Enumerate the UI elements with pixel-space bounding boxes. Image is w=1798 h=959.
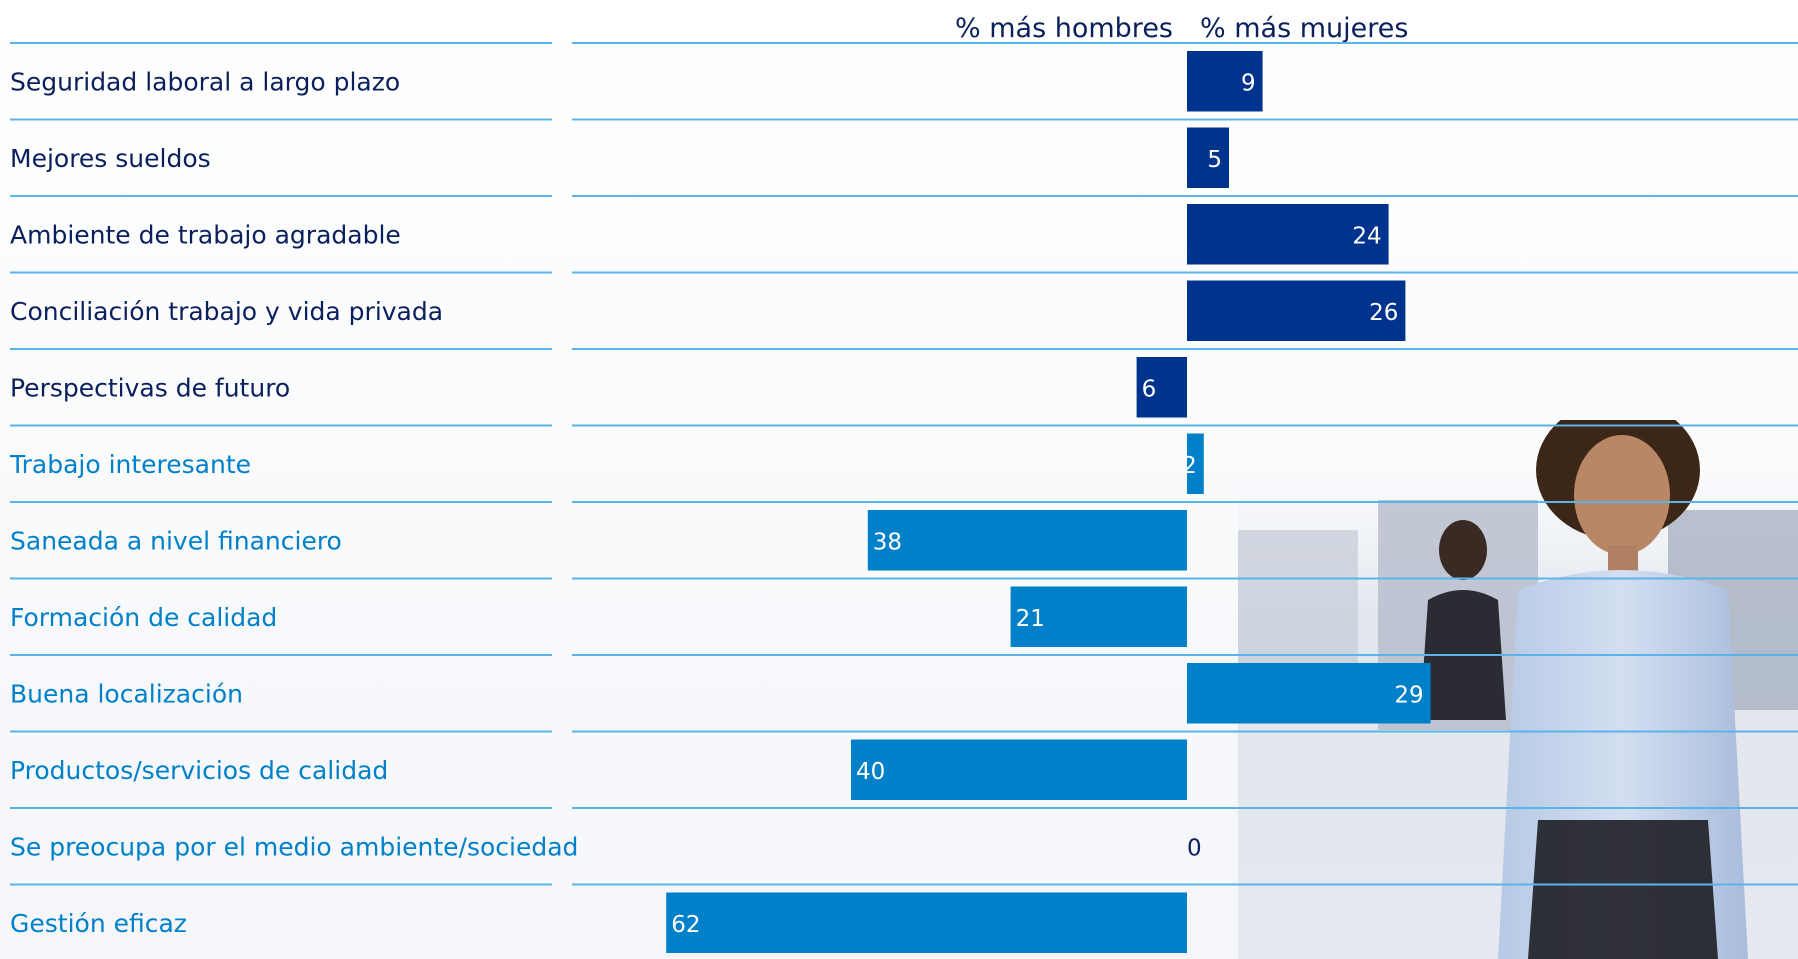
category-label: Mejores sueldos — [10, 144, 211, 173]
bar — [1010, 586, 1187, 647]
category-label: Se preocupa por el medio ambiente/socied… — [10, 832, 578, 861]
bar-value-label: 2 — [1182, 453, 1197, 479]
bar-value-label: 26 — [1369, 300, 1398, 326]
bar-value-label: 21 — [1016, 606, 1045, 632]
bar-value-label: 24 — [1352, 223, 1381, 249]
bar — [1187, 433, 1204, 494]
bar-value-label: 62 — [671, 912, 700, 938]
category-label: Saneada a nivel financiero — [10, 526, 342, 555]
category-label: Conciliación trabajo y vida privada — [10, 297, 443, 326]
category-label: Gestión eficaz — [10, 909, 187, 938]
bar — [1187, 204, 1389, 265]
category-label: Seguridad laboral a largo plazo — [10, 67, 400, 96]
bar-value-label: 40 — [856, 759, 885, 785]
header-right: % más mujeres — [1200, 13, 1408, 44]
bar — [1187, 280, 1406, 341]
category-label: Productos/servicios de calidad — [10, 756, 388, 785]
category-label: Buena localización — [10, 679, 243, 708]
bar — [1187, 51, 1263, 112]
category-label: Trabajo interesante — [9, 450, 251, 479]
bar — [1136, 357, 1187, 418]
bar-value-label: 6 — [1142, 376, 1157, 402]
category-label: Formación de calidad — [10, 603, 277, 632]
bar-value-label: 29 — [1394, 682, 1423, 708]
category-label: Perspectivas de futuro — [10, 373, 290, 402]
bar — [1187, 127, 1229, 188]
bar-value-label: 5 — [1207, 147, 1222, 173]
bar — [867, 510, 1187, 571]
bar — [851, 739, 1187, 800]
header-left: % más hombres — [955, 13, 1173, 44]
category-label: Ambiente de trabajo agradable — [10, 220, 401, 249]
bar-value-label: 0 — [1187, 835, 1202, 861]
bar-value-label: 38 — [873, 529, 902, 555]
bar — [666, 892, 1187, 953]
bar — [1187, 663, 1431, 724]
bar-value-label: 9 — [1241, 70, 1256, 96]
